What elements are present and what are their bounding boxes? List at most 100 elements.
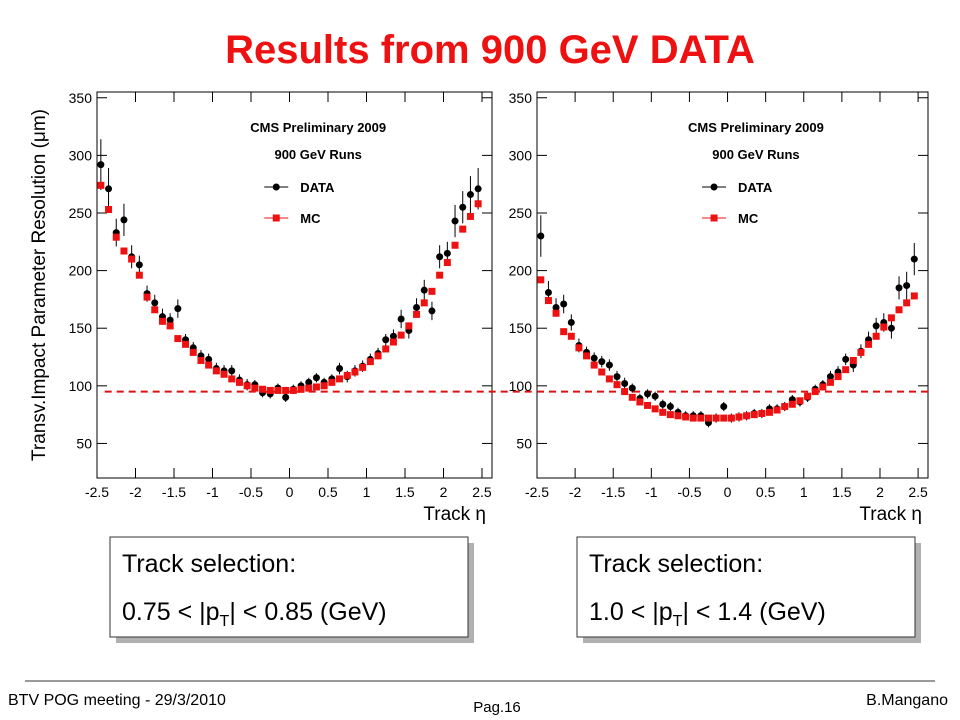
data-point <box>720 403 728 411</box>
data-point <box>598 368 606 376</box>
data-point <box>135 271 143 279</box>
y-tick-label: 200 <box>509 263 533 279</box>
data-point <box>910 292 918 300</box>
x-tick-label: 1.5 <box>395 484 415 500</box>
x-tick-label: -1.5 <box>162 484 186 500</box>
data-point <box>166 322 174 330</box>
data-point <box>466 212 474 220</box>
x-tick-label: 0.5 <box>318 484 338 500</box>
data-point <box>459 225 467 233</box>
data-point <box>644 401 652 409</box>
data-point <box>804 392 812 400</box>
data-point <box>174 335 182 343</box>
box-heading: Track selection: <box>122 550 296 578</box>
data-point <box>788 400 796 408</box>
data-point <box>282 386 290 394</box>
data-point <box>735 413 743 421</box>
data-point <box>537 232 545 240</box>
data-point <box>389 338 397 346</box>
data-point <box>97 161 105 169</box>
data-point <box>887 324 895 332</box>
y-tick-label: 300 <box>509 147 533 163</box>
data-point <box>451 217 459 225</box>
box-text: 0.75 < |p <box>122 598 220 626</box>
y-axis-label: Transv.Impact Parameter Resolution (μm) <box>29 109 50 461</box>
data-point <box>819 383 827 391</box>
data-point <box>544 297 552 305</box>
data-point <box>628 384 636 392</box>
data-point <box>397 331 405 339</box>
data-point <box>158 317 166 325</box>
data-point <box>397 315 405 323</box>
annotation: 900 GeV Runs <box>274 147 361 162</box>
legend-label: DATA <box>738 180 773 195</box>
data-point <box>605 375 613 383</box>
y-tick-label: 350 <box>509 90 533 106</box>
x-tick-label: 0.5 <box>756 484 776 500</box>
x-tick-label: 2 <box>876 484 884 500</box>
y-tick-label: 100 <box>509 378 533 394</box>
data-point <box>174 305 182 313</box>
x-axis-label: Track η <box>423 504 486 525</box>
x-tick-label: -0.5 <box>239 484 263 500</box>
box-subscript: T <box>220 613 230 630</box>
x-tick-label: -1.5 <box>601 484 625 500</box>
y-tick-label: 50 <box>516 435 532 451</box>
data-point <box>274 386 282 394</box>
data-point <box>857 348 865 356</box>
data-point <box>544 288 552 296</box>
data-point <box>413 310 421 318</box>
data-point <box>405 322 413 330</box>
data-point <box>598 358 606 366</box>
data-point <box>621 380 629 388</box>
data-point <box>336 375 344 383</box>
data-point <box>351 368 359 376</box>
data-point <box>682 413 690 421</box>
data-point <box>872 322 880 330</box>
data-point <box>413 303 421 311</box>
data-point <box>266 386 274 394</box>
data-point <box>443 259 451 267</box>
data-point <box>621 388 629 396</box>
x-tick-label: 1 <box>800 484 808 500</box>
data-point <box>228 375 236 383</box>
data-point <box>910 255 918 263</box>
data-point <box>552 309 560 317</box>
data-point <box>466 191 474 199</box>
y-tick-label: 350 <box>69 90 93 106</box>
data-point <box>312 374 320 382</box>
legend-label: MC <box>300 211 321 226</box>
y-tick-label: 150 <box>509 320 533 336</box>
data-point <box>842 366 850 374</box>
legend-marker <box>272 183 280 191</box>
box-text: | < 0.85 (GeV) <box>229 598 386 626</box>
data-point <box>312 383 320 391</box>
selection-box: Track selection: 1.0 < |pT| < 1.4 (GeV) <box>576 536 921 643</box>
data-point <box>382 336 390 344</box>
data-point <box>651 392 659 400</box>
legend-label: DATA <box>300 180 335 195</box>
data-point <box>474 185 482 193</box>
data-point <box>382 345 390 353</box>
box-text: | < 1.4 (GeV) <box>682 598 825 626</box>
data-point <box>666 403 674 411</box>
data-point <box>567 332 575 340</box>
data-point <box>297 385 305 393</box>
data-point <box>842 355 850 363</box>
data-point <box>420 286 428 294</box>
data-point <box>143 293 151 301</box>
data-point <box>151 299 159 307</box>
data-point <box>811 388 819 396</box>
data-point <box>443 249 451 257</box>
box <box>576 536 916 638</box>
annotation: CMS Preliminary 2009 <box>250 120 386 135</box>
data-point <box>567 318 575 326</box>
data-point <box>474 200 482 208</box>
data-point <box>235 378 243 386</box>
data-point <box>537 276 545 284</box>
x-tick-label: -1 <box>645 484 658 500</box>
plot-frame <box>536 91 929 479</box>
